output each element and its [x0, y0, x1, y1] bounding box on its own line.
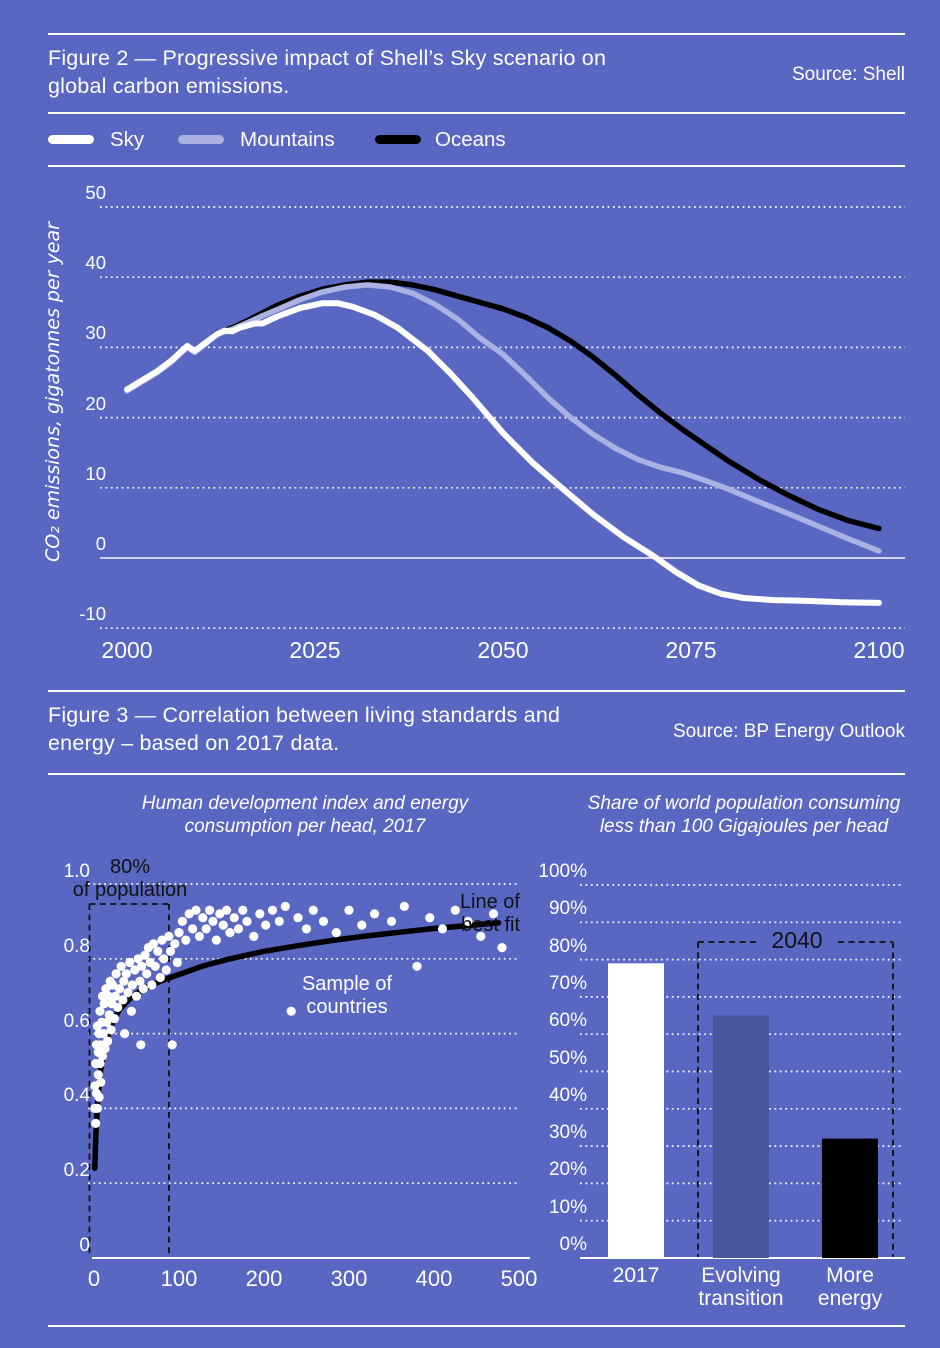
bar-y-tick-label: 60% — [548, 1010, 587, 1032]
legend-label-mountains: Mountains — [240, 128, 335, 151]
scatter-y-tick-label: 0 — [79, 1235, 90, 1256]
scatter-chart-subtitle: Human development index and energy consu… — [115, 792, 495, 838]
scatter-y-tick-label: 0.2 — [63, 1160, 90, 1182]
population-share-line2: of population — [72, 879, 188, 901]
bar-category-label: More — [826, 1264, 874, 1287]
best-fit-annotation: Line of best fit — [438, 891, 520, 937]
best-fit-line1: Line of — [459, 891, 520, 913]
best-fit-line2: best fit — [461, 914, 520, 936]
figure2-x-tick-label: 2075 — [665, 637, 717, 663]
scatter-x-tick-label: 0 — [87, 1266, 101, 1291]
bar-category-label: 2017 — [612, 1264, 660, 1287]
divider-under-legend — [48, 165, 905, 167]
bar-category-label: energy — [817, 1287, 883, 1310]
legend-swatch-oceans — [375, 135, 421, 144]
bar-y-tick-label: 100% — [538, 861, 587, 882]
figure2-y-tick-label: 50 — [85, 182, 106, 203]
scatter-y-tick-label: 1.0 — [63, 861, 90, 882]
figure2-source: Source: Shell — [791, 64, 905, 85]
figure2-x-tick-label: 2100 — [853, 637, 905, 663]
bar-subtitle-line2: less than 100 Gigajoules per head — [599, 816, 889, 837]
figure2-x-tick-label: 2000 — [101, 637, 153, 663]
bar-y-tick-label: 0% — [559, 1234, 587, 1255]
divider-top — [48, 33, 905, 35]
bar-y-tick-label: 30% — [548, 1122, 587, 1144]
divider-under-figure3-title — [48, 773, 905, 775]
figure2-y-tick-label: 30 — [85, 322, 106, 344]
legend-swatch-mountains — [178, 135, 224, 144]
sample-countries-line2: countries — [306, 996, 388, 1018]
figure2-x-tick-label: 2025 — [289, 637, 341, 663]
bar-chart-subtitle: Share of world population consuming less… — [554, 792, 934, 838]
bar-y-tick-label: 70% — [548, 972, 587, 994]
bar-category-label: transition — [698, 1287, 784, 1310]
scatter-x-tick-label: 400 — [415, 1266, 453, 1291]
bar-category-label: Evolving — [701, 1264, 781, 1287]
figure2-y-tick-label: -10 — [79, 603, 106, 625]
scatter-x-tick-label: 100 — [160, 1266, 198, 1291]
sample-countries-annotation: Sample of countries — [287, 973, 407, 1019]
figure2-y-tick-label: 20 — [85, 392, 106, 414]
bar-y-tick-label: 20% — [548, 1159, 587, 1181]
scatter-x-tick-label: 200 — [245, 1266, 283, 1291]
divider-under-figure2-title — [48, 112, 905, 114]
legend-label-sky: Sky — [110, 128, 145, 151]
legend-label-oceans: Oceans — [435, 128, 506, 151]
forecast-year-annotation: 2040 — [771, 927, 823, 953]
scatter-x-tick-label: 300 — [330, 1266, 368, 1291]
bar-y-tick-label: 10% — [548, 1196, 587, 1218]
figure3-title-line2: energy – based on 2017 data. — [48, 731, 340, 755]
figure2-title-line1: Figure 2 — Progressive impact of Shell’s… — [48, 46, 607, 70]
divider-above-figure3 — [48, 690, 905, 692]
figure2-y-tick-label: 10 — [85, 462, 106, 484]
bar-subtitle-line1: Share of world population consuming — [587, 793, 901, 814]
scatter-y-tick-label: 0.8 — [63, 935, 90, 957]
scatter-y-tick-label: 0.6 — [63, 1010, 90, 1032]
figure3-source: Source: BP Energy Outlook — [673, 721, 905, 742]
sample-countries-line1: Sample of — [301, 973, 393, 995]
figure2-y-tick-label: 0 — [95, 533, 106, 554]
figure2-x-tick-label: 2050 — [477, 637, 529, 663]
scatter-y-tick-label: 0.4 — [63, 1085, 90, 1107]
bar-y-tick-label: 50% — [548, 1047, 587, 1069]
bar-y-tick-label: 40% — [548, 1084, 587, 1106]
scatter-subtitle-line1: Human development index and energy — [141, 793, 469, 814]
figure2-title-line2: global carbon emissions. — [48, 74, 290, 98]
figure3-title-line1: Figure 3 — Correlation between living st… — [48, 703, 561, 727]
bar-y-tick-label: 90% — [548, 898, 587, 920]
scatter-x-tick-label: 500 — [500, 1266, 538, 1291]
legend-swatch-sky — [48, 135, 94, 144]
population-share-line1: 80% — [109, 856, 151, 878]
divider-bottom — [48, 1325, 905, 1327]
figure2-y-tick-label: 40 — [85, 252, 106, 274]
population-share-annotation: 80% of population — [68, 856, 192, 902]
bar-y-tick-label: 80% — [548, 935, 587, 957]
scatter-subtitle-line2: consumption per head, 2017 — [184, 816, 426, 837]
